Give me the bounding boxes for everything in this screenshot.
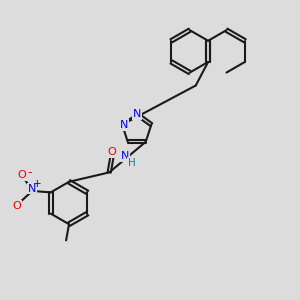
Text: -: - — [27, 166, 32, 178]
Text: O: O — [108, 147, 117, 157]
Text: N: N — [133, 109, 141, 119]
Text: N: N — [121, 151, 129, 161]
Text: O: O — [13, 201, 22, 211]
Text: +: + — [33, 179, 42, 190]
Text: N: N — [28, 184, 37, 194]
Text: N: N — [120, 120, 128, 130]
Text: H: H — [128, 158, 136, 168]
Text: O: O — [17, 170, 26, 180]
